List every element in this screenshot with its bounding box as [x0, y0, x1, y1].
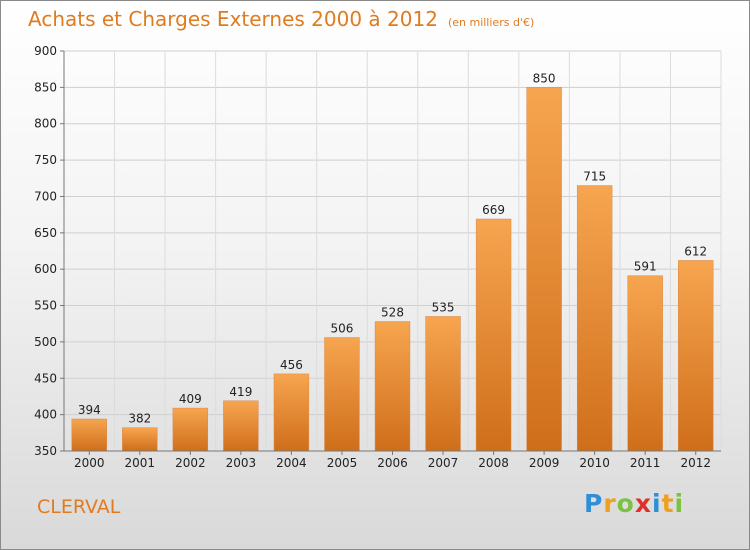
logo-letter: r — [603, 489, 617, 518]
bar — [425, 316, 461, 452]
x-tick-label: 2012 — [680, 456, 711, 470]
bar-value-label: 669 — [482, 203, 505, 217]
bar — [273, 373, 310, 452]
bar-value-label: 612 — [684, 244, 707, 258]
y-tick-label: 350 — [34, 444, 57, 458]
y-tick-label: 550 — [34, 299, 57, 313]
proxiti-logo: Proxiti — [584, 489, 684, 518]
x-tick-label: 2001 — [125, 456, 156, 470]
x-tick-label: 2009 — [529, 456, 560, 470]
bar-value-label: 715 — [583, 170, 606, 184]
y-tick-label: 900 — [34, 44, 57, 58]
bar-value-label: 850 — [533, 71, 556, 85]
bar-value-label: 394 — [78, 403, 101, 417]
x-tick-label: 2000 — [74, 456, 105, 470]
bar — [576, 185, 613, 452]
y-tick-label: 800 — [34, 117, 57, 131]
y-tick-label: 650 — [34, 226, 57, 240]
bar — [122, 427, 158, 452]
bar — [678, 260, 714, 452]
logo-letter: i — [674, 489, 685, 518]
bar — [374, 321, 411, 452]
x-tick-label: 2008 — [478, 456, 509, 470]
x-tick-label: 2006 — [377, 456, 408, 470]
x-tick-label: 2002 — [175, 456, 206, 470]
logo-letter: x — [634, 489, 652, 518]
bar — [172, 407, 209, 452]
bar — [475, 218, 512, 452]
bar — [324, 337, 360, 452]
x-tick-label: 2010 — [579, 456, 610, 470]
logo-letter: P — [584, 489, 604, 518]
bar-value-label: 506 — [331, 322, 354, 336]
bar-value-label: 409 — [179, 392, 202, 406]
bar-value-label: 591 — [634, 260, 657, 274]
y-tick-label: 500 — [34, 335, 57, 349]
bar-value-label: 456 — [280, 358, 303, 372]
x-tick-label: 2005 — [327, 456, 358, 470]
y-tick-label: 700 — [34, 189, 57, 203]
bar — [526, 87, 562, 452]
bar-value-label: 535 — [432, 300, 455, 314]
axes: 350 400 450 500 550 600 650 700 750 800 850 900 2000… — [34, 44, 721, 470]
x-tick-label: 2007 — [428, 456, 459, 470]
city-name: CLERVAL — [37, 496, 121, 518]
x-tick-label: 2011 — [630, 456, 661, 470]
y-tick-label: 850 — [34, 80, 57, 94]
chart-title-text: Achats et Charges Externes 2000 à 2012 — [28, 7, 438, 31]
x-tick-label: 2003 — [226, 456, 257, 470]
bar-value-label: 528 — [381, 306, 404, 320]
x-tick-label: 2004 — [276, 456, 307, 470]
bar — [71, 418, 107, 452]
logo-letter: i — [652, 489, 662, 518]
logo-letter: o — [616, 489, 635, 518]
bars: 394 382 409 419 456 506 528 535 669 850 715 591 612 — [71, 71, 714, 452]
bar — [627, 275, 663, 452]
chart-subtitle: (en milliers d'€) — [447, 16, 535, 29]
y-tick-label: 600 — [34, 262, 57, 276]
bar — [223, 400, 259, 452]
bar-value-label: 419 — [229, 385, 252, 399]
logo-letter: t — [661, 489, 675, 518]
y-tick-label: 450 — [34, 371, 57, 385]
bar-value-label: 382 — [128, 412, 151, 426]
y-tick-label: 400 — [34, 408, 57, 422]
y-tick-label: 750 — [34, 153, 57, 167]
chart-title: Achats et Charges Externes 2000 à 2012 (e… — [28, 7, 534, 31]
